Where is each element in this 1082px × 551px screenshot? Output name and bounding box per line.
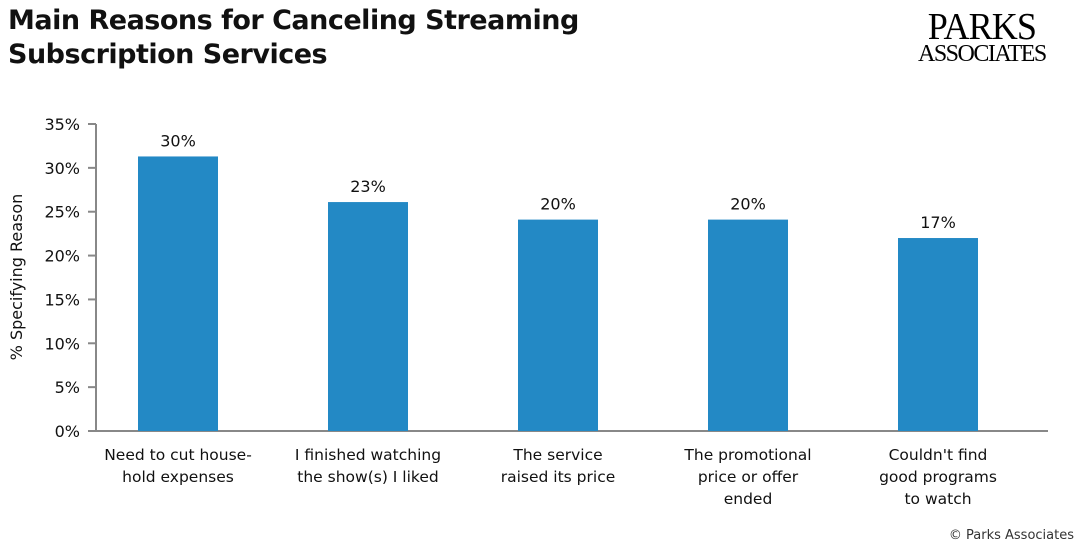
y-tick-label: 5%: [55, 378, 80, 397]
category-label: I finished watching: [295, 446, 441, 464]
y-tick-label: 25%: [44, 203, 80, 222]
category-label: the show(s) I liked: [297, 468, 438, 486]
y-tick-label: 15%: [44, 290, 80, 309]
y-tick-label: 10%: [44, 334, 80, 353]
category-label: price or offer: [698, 468, 799, 486]
bar: [518, 219, 598, 431]
category-label: Need to cut house-: [104, 446, 252, 464]
parks-associates-logo: PARKS ASSOCIATES: [918, 6, 1047, 67]
data-label: 17%: [920, 213, 956, 232]
category-label: hold expenses: [122, 468, 234, 486]
copyright-text: © Parks Associates: [948, 528, 1074, 543]
bar: [328, 202, 408, 431]
title-line-2: Subscription Services: [8, 39, 328, 70]
category-label: The service: [512, 446, 602, 464]
y-axis-label: % Specifying Reason: [7, 194, 26, 361]
data-label: 20%: [540, 195, 576, 214]
data-label: 23%: [350, 177, 386, 196]
category-label: The promotional: [683, 446, 811, 464]
chart-title: Main Reasons for Canceling Streaming Sub…: [8, 4, 579, 72]
logo-line-1: PARKS: [927, 6, 1037, 48]
logo-line-2: ASSOCIATES: [918, 41, 1047, 67]
category-label: good programs: [879, 468, 997, 486]
y-tick-label: 20%: [44, 247, 80, 266]
bar: [898, 238, 978, 431]
data-label: 20%: [730, 195, 766, 214]
y-tick-label: 0%: [55, 422, 80, 441]
y-tick-label: 35%: [44, 115, 80, 134]
category-label: Couldn't find: [889, 446, 988, 464]
category-label: ended: [724, 490, 773, 508]
bar: [708, 219, 788, 431]
bar: [138, 156, 218, 431]
data-label: 30%: [160, 131, 196, 150]
category-label: raised its price: [501, 468, 616, 486]
category-label: to watch: [904, 490, 971, 508]
title-line-1: Main Reasons for Canceling Streaming: [8, 5, 579, 36]
y-tick-label: 30%: [44, 159, 80, 178]
